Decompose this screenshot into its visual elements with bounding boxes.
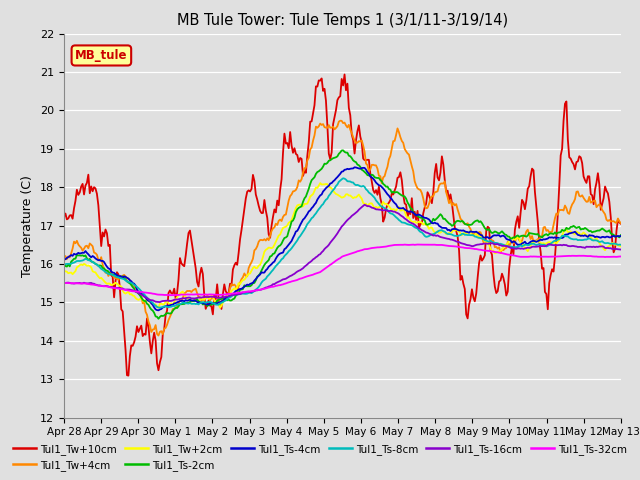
Tul1_Ts-16cm — [60, 280, 68, 286]
Tul1_Tw+10cm — [458, 273, 466, 279]
Tul1_Ts-4cm — [60, 257, 68, 263]
Tul1_Tw+2cm — [521, 244, 529, 250]
Tul1_Tw+4cm — [521, 233, 529, 239]
Tul1_Ts-2cm — [155, 316, 163, 322]
Tul1_Tw+4cm — [617, 220, 625, 226]
Line: Tul1_Ts-8cm: Tul1_Ts-8cm — [64, 178, 621, 308]
Tul1_Ts-16cm — [521, 246, 529, 252]
Tul1_Tw+10cm — [340, 72, 348, 77]
Tul1_Ts-16cm — [479, 241, 487, 247]
Tul1_Ts-32cm — [458, 244, 466, 250]
Tul1_Tw+10cm — [436, 169, 444, 175]
Tul1_Tw+2cm — [492, 250, 500, 255]
Tul1_Tw+2cm — [436, 229, 444, 235]
Tul1_Tw+4cm — [155, 333, 163, 338]
Title: MB Tule Tower: Tule Temps 1 (3/1/11-3/19/14): MB Tule Tower: Tule Temps 1 (3/1/11-3/19… — [177, 13, 508, 28]
Legend: Tul1_Tw+10cm, Tul1_Tw+4cm, Tul1_Tw+2cm, Tul1_Ts-2cm, Tul1_Ts-4cm, Tul1_Ts-8cm, T: Tul1_Tw+10cm, Tul1_Tw+4cm, Tul1_Tw+2cm, … — [9, 439, 631, 475]
Tul1_Ts-16cm — [156, 299, 164, 305]
Tul1_Tw+2cm — [60, 268, 68, 274]
Tul1_Ts-8cm — [339, 175, 347, 181]
Tul1_Ts-32cm — [479, 248, 487, 253]
Tul1_Ts-4cm — [492, 233, 500, 239]
Tul1_Tw+4cm — [126, 277, 134, 283]
Tul1_Ts-8cm — [521, 242, 529, 248]
Tul1_Ts-32cm — [436, 242, 444, 248]
Line: Tul1_Ts-32cm: Tul1_Ts-32cm — [64, 244, 621, 295]
Tul1_Ts-4cm — [351, 165, 358, 170]
Tul1_Ts-2cm — [436, 211, 444, 217]
Line: Tul1_Tw+10cm: Tul1_Tw+10cm — [64, 74, 621, 376]
Tul1_Ts-16cm — [458, 240, 466, 246]
Line: Tul1_Tw+4cm: Tul1_Tw+4cm — [64, 120, 621, 336]
Tul1_Ts-16cm — [361, 202, 369, 208]
Tul1_Tw+4cm — [458, 217, 466, 223]
Tul1_Tw+2cm — [316, 180, 324, 186]
Tul1_Tw+4cm — [436, 181, 444, 187]
Tul1_Tw+10cm — [60, 214, 68, 220]
Tul1_Ts-16cm — [492, 241, 500, 247]
Tul1_Ts-32cm — [60, 280, 68, 286]
Tul1_Ts-32cm — [617, 253, 625, 259]
Y-axis label: Temperature (C): Temperature (C) — [22, 175, 35, 276]
Tul1_Ts-8cm — [492, 240, 500, 246]
Tul1_Tw+2cm — [155, 305, 163, 311]
Tul1_Ts-2cm — [60, 264, 68, 270]
Tul1_Tw+4cm — [60, 253, 68, 259]
Tul1_Tw+10cm — [617, 221, 625, 227]
Tul1_Tw+10cm — [125, 373, 132, 379]
Tul1_Ts-4cm — [436, 224, 444, 229]
Tul1_Ts-2cm — [521, 233, 529, 239]
Tul1_Ts-32cm — [521, 254, 529, 260]
Tul1_Ts-8cm — [60, 261, 68, 267]
Tul1_Tw+10cm — [521, 206, 529, 212]
Tul1_Ts-4cm — [458, 228, 466, 234]
Tul1_Ts-32cm — [126, 288, 134, 294]
Tul1_Ts-8cm — [617, 242, 625, 248]
Tul1_Tw+10cm — [127, 343, 135, 348]
Tul1_Ts-4cm — [155, 308, 163, 313]
Tul1_Ts-16cm — [617, 247, 625, 252]
Tul1_Ts-4cm — [479, 235, 487, 240]
Tul1_Ts-8cm — [479, 236, 487, 242]
Tul1_Ts-2cm — [492, 229, 500, 235]
Tul1_Ts-4cm — [126, 277, 134, 283]
Tul1_Tw+2cm — [479, 234, 487, 240]
Tul1_Ts-8cm — [436, 228, 444, 233]
Tul1_Ts-2cm — [339, 147, 347, 153]
Tul1_Tw+2cm — [126, 291, 134, 297]
Tul1_Tw+4cm — [492, 244, 500, 250]
Tul1_Ts-32cm — [492, 249, 500, 255]
Tul1_Tw+2cm — [617, 243, 625, 249]
Line: Tul1_Ts-2cm: Tul1_Ts-2cm — [64, 150, 621, 319]
Tul1_Tw+2cm — [458, 232, 466, 238]
Tul1_Ts-8cm — [126, 279, 134, 285]
Tul1_Ts-16cm — [436, 234, 444, 240]
Line: Tul1_Ts-4cm: Tul1_Ts-4cm — [64, 168, 621, 311]
Tul1_Ts-16cm — [126, 287, 134, 292]
Tul1_Tw+4cm — [337, 118, 344, 123]
Tul1_Ts-2cm — [458, 218, 466, 224]
Text: MB_tule: MB_tule — [75, 49, 127, 62]
Tul1_Tw+10cm — [492, 290, 500, 296]
Tul1_Tw+4cm — [479, 239, 487, 245]
Tul1_Tw+10cm — [479, 255, 487, 261]
Tul1_Ts-8cm — [156, 305, 164, 311]
Tul1_Ts-8cm — [458, 231, 466, 237]
Tul1_Ts-2cm — [126, 280, 134, 286]
Tul1_Ts-32cm — [413, 241, 421, 247]
Tul1_Ts-4cm — [521, 239, 529, 245]
Tul1_Ts-32cm — [166, 292, 174, 298]
Tul1_Ts-2cm — [617, 232, 625, 238]
Tul1_Ts-2cm — [479, 223, 487, 228]
Line: Tul1_Tw+2cm: Tul1_Tw+2cm — [64, 183, 621, 308]
Tul1_Ts-4cm — [617, 233, 625, 239]
Line: Tul1_Ts-16cm: Tul1_Ts-16cm — [64, 205, 621, 302]
